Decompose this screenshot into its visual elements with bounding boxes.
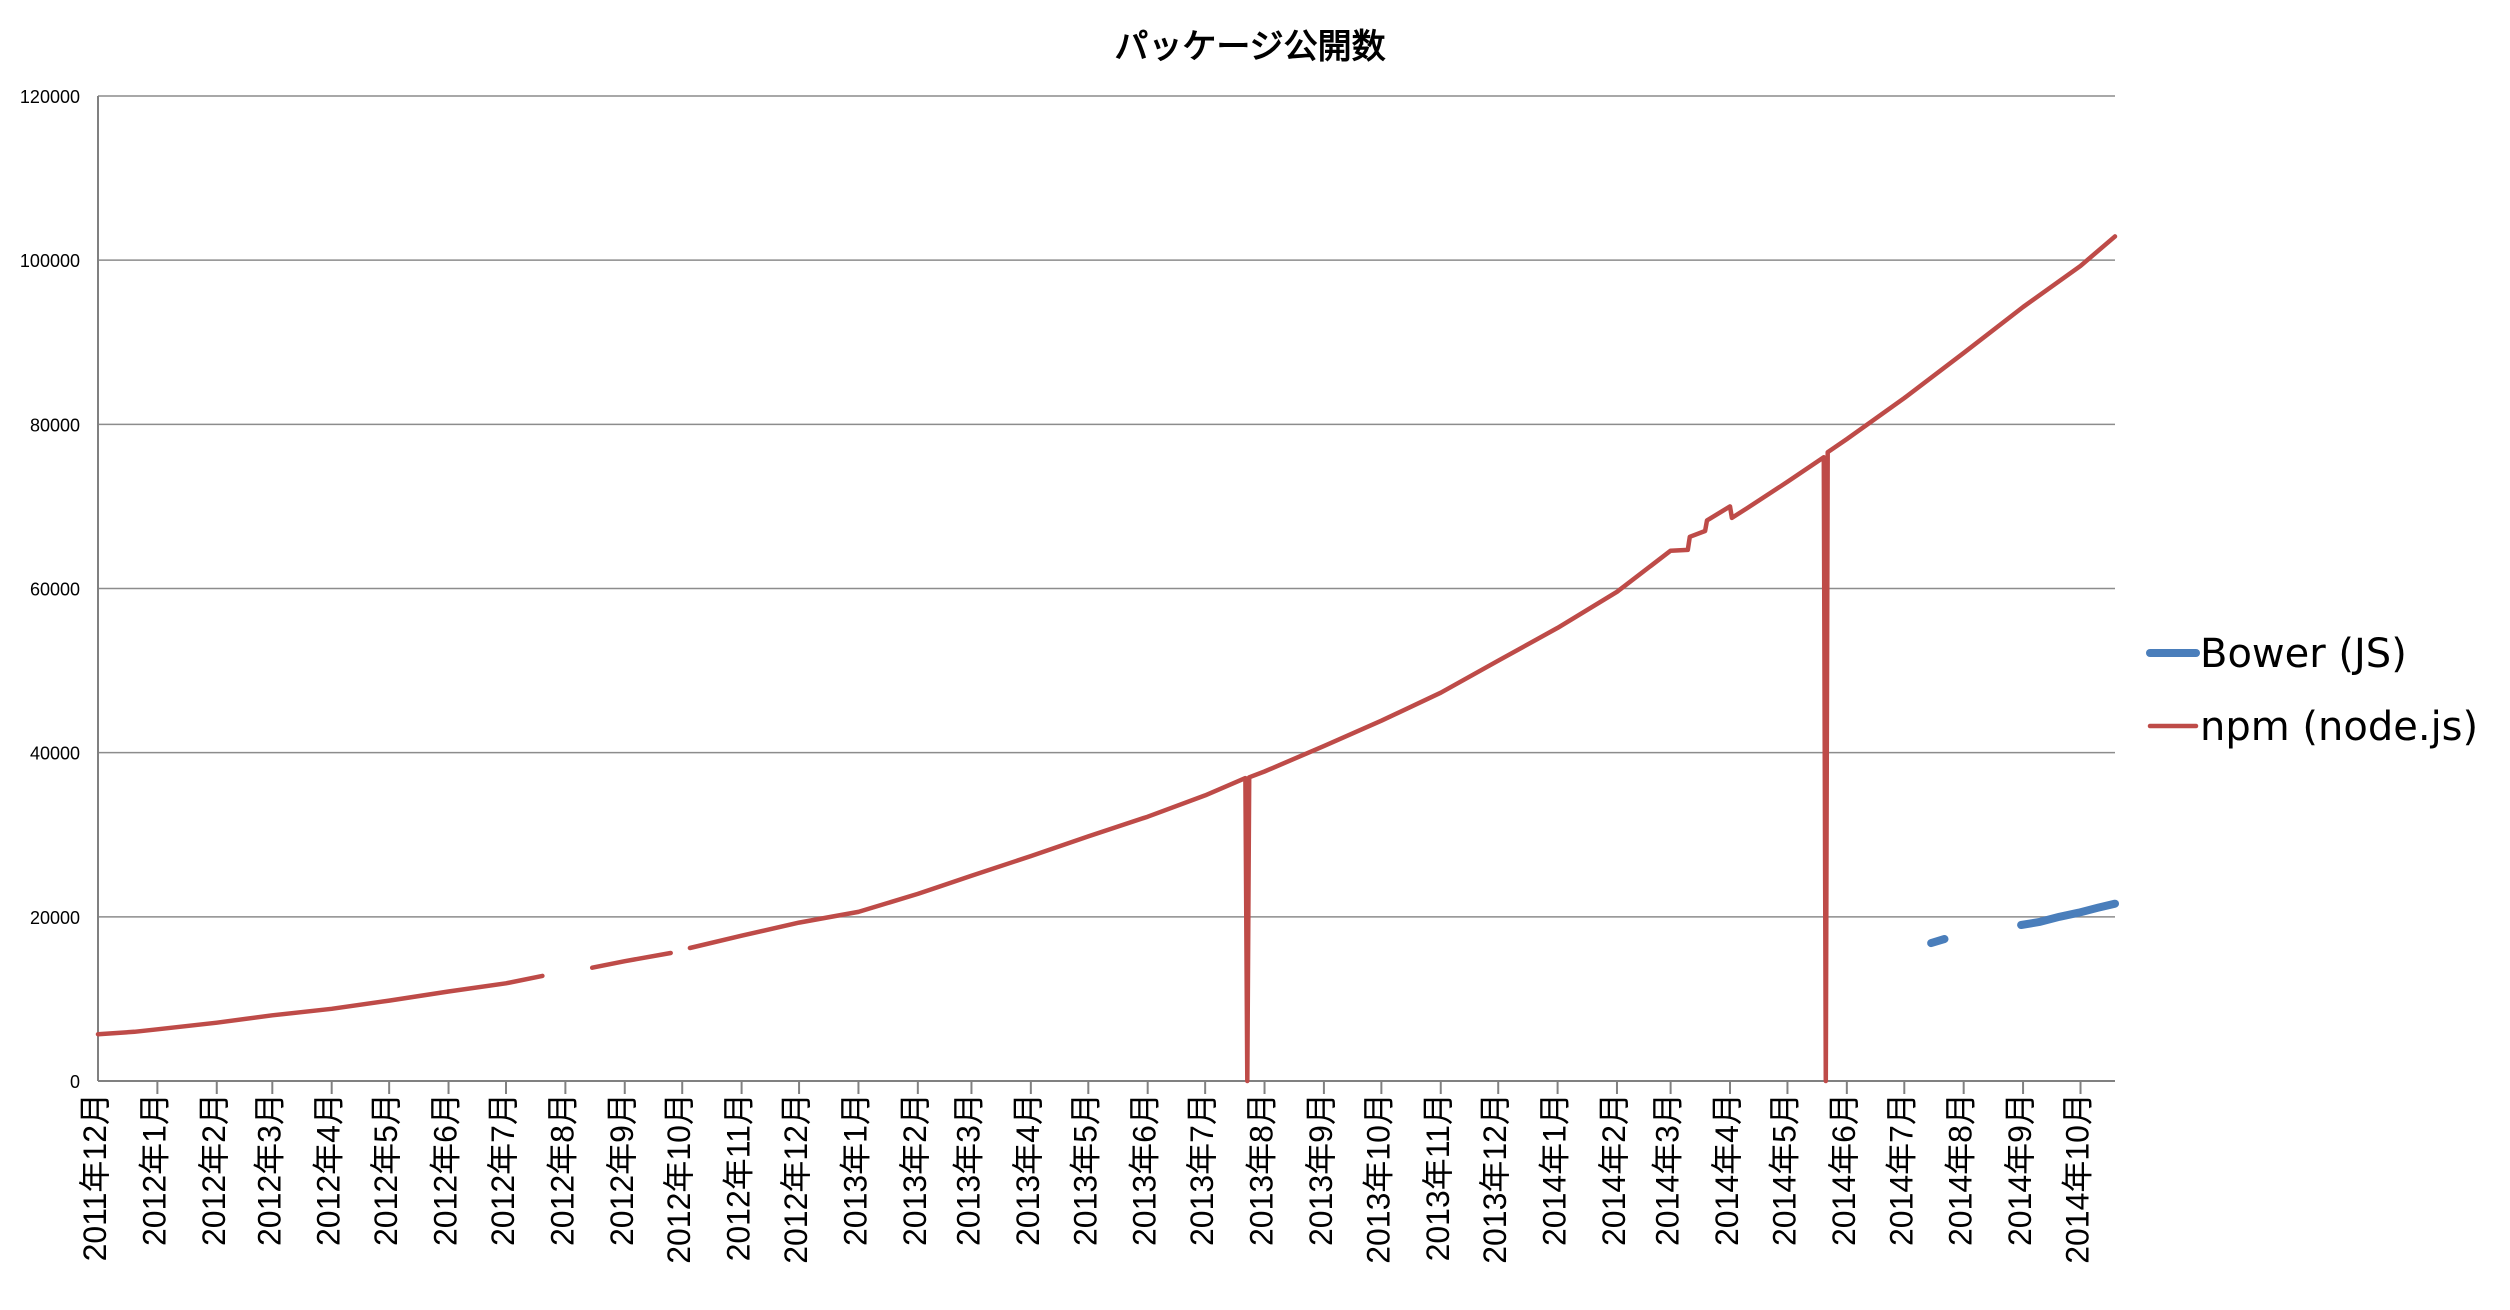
legend-label: Bower (JS) bbox=[2200, 631, 2407, 677]
x-tick-label: 2014年10月 bbox=[2060, 1093, 2096, 1264]
x-tick-label: 2014年2月 bbox=[1596, 1093, 1632, 1246]
y-tick-label: 80000 bbox=[30, 415, 80, 435]
legend-entry: Bower (JS) bbox=[2146, 631, 2407, 677]
y-tick-label: 0 bbox=[70, 1072, 80, 1092]
y-tick-label: 60000 bbox=[30, 580, 80, 600]
x-tick-label: 2013年10月 bbox=[1360, 1093, 1396, 1264]
x-tick-label: 2012年1月 bbox=[136, 1093, 172, 1246]
x-tick-label: 2013年4月 bbox=[1010, 1093, 1046, 1246]
y-tick-label: 100000 bbox=[20, 251, 80, 271]
series-line-npm bbox=[589, 950, 673, 970]
x-tick-label: 2014年7月 bbox=[1883, 1093, 1919, 1246]
x-axis-tick-labels: 2011年12月 2012年1月 2012年2月 2012年3月 2012年4月 2012… bbox=[77, 1093, 2096, 1264]
x-tick-label: 2013年2月 bbox=[897, 1093, 933, 1246]
legend-entry: npm (node.js) bbox=[2147, 704, 2478, 750]
x-tick-label: 2012年11月 bbox=[721, 1093, 757, 1261]
axes bbox=[97, 96, 2115, 1094]
x-tick-label: 2013年7月 bbox=[1184, 1093, 1220, 1246]
x-tick-label: 2012年3月 bbox=[251, 1093, 287, 1246]
series-line-bower bbox=[1927, 935, 1949, 948]
x-tick-label: 2012年12月 bbox=[778, 1093, 814, 1264]
x-tick-label: 2012年2月 bbox=[196, 1093, 232, 1246]
x-tick-label: 2012年4月 bbox=[311, 1093, 347, 1246]
series-line-npm bbox=[687, 234, 2118, 1084]
y-tick-label: 40000 bbox=[30, 744, 80, 764]
y-axis-tick-labels: 0 20000 40000 60000 80000 100000 120000 bbox=[20, 87, 80, 1092]
chart-title: パッケージ公開数 bbox=[1114, 27, 1385, 67]
x-tick-label: 2013年12月 bbox=[1477, 1093, 1513, 1264]
y-tick-label: 20000 bbox=[30, 908, 80, 928]
x-tick-label: 2013年11月 bbox=[1420, 1093, 1456, 1261]
series-lines bbox=[95, 234, 2119, 1084]
x-tick-label: 2014年4月 bbox=[1709, 1093, 1745, 1246]
x-tick-label: 2013年5月 bbox=[1067, 1093, 1103, 1246]
x-tick-label: 2013年1月 bbox=[837, 1093, 873, 1246]
y-tick-label: 120000 bbox=[20, 87, 80, 107]
x-tick-label: 2012年8月 bbox=[544, 1093, 580, 1246]
series-line-npm bbox=[95, 973, 545, 1037]
x-tick-label: 2013年6月 bbox=[1127, 1093, 1163, 1246]
x-tick-label: 2012年7月 bbox=[485, 1093, 521, 1246]
x-tick-label: 2014年5月 bbox=[1766, 1093, 1802, 1246]
series-line-bower bbox=[2017, 899, 2119, 929]
x-tick-label: 2011年12月 bbox=[77, 1093, 113, 1261]
x-tick-label: 2012年10月 bbox=[661, 1093, 697, 1264]
x-tick-label: 2014年8月 bbox=[1943, 1093, 1979, 1246]
legend-label: npm (node.js) bbox=[2200, 704, 2478, 750]
x-tick-label: 2013年3月 bbox=[950, 1093, 986, 1246]
gridlines bbox=[98, 95, 2115, 918]
x-tick-label: 2013年8月 bbox=[1244, 1093, 1280, 1246]
x-tick-label: 2014年9月 bbox=[2002, 1093, 2038, 1246]
x-tick-label: 2014年3月 bbox=[1650, 1093, 1686, 1246]
x-tick-label: 2014年1月 bbox=[1537, 1093, 1573, 1246]
x-tick-label: 2012年6月 bbox=[428, 1093, 464, 1246]
x-tick-label: 2014年6月 bbox=[1826, 1093, 1862, 1246]
x-tick-label: 2012年9月 bbox=[604, 1093, 640, 1246]
legend: Bower (JS) npm (node.js) bbox=[2146, 631, 2478, 750]
x-tick-label: 2013年9月 bbox=[1303, 1093, 1339, 1246]
x-tick-label: 2012年5月 bbox=[368, 1093, 404, 1246]
